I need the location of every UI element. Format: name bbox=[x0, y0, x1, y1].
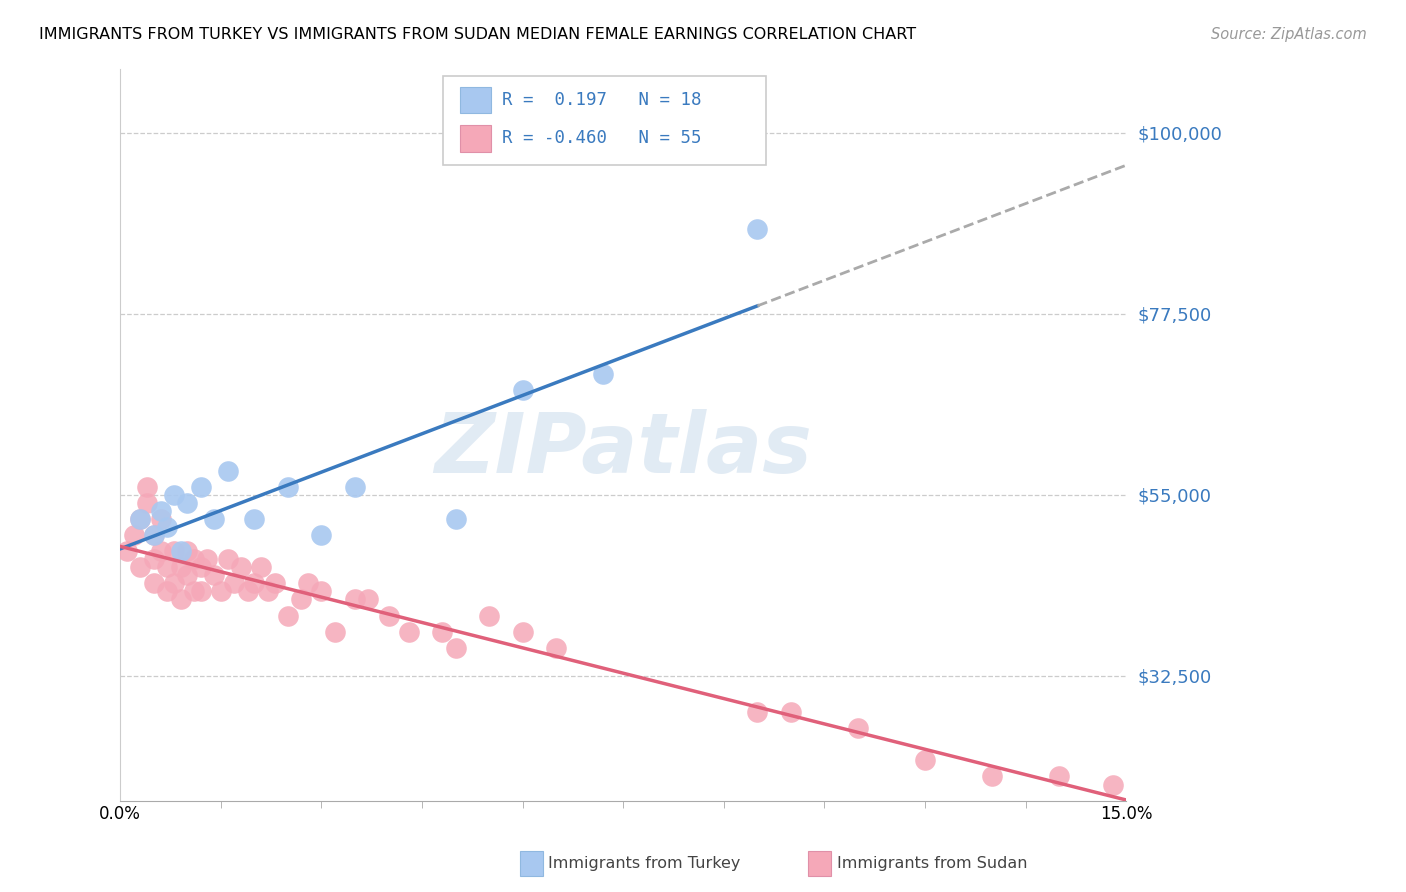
Point bbox=[217, 552, 239, 566]
Point bbox=[176, 544, 198, 558]
Point bbox=[136, 480, 159, 494]
Point bbox=[183, 584, 205, 599]
Point bbox=[250, 560, 273, 574]
Point bbox=[183, 552, 205, 566]
Point bbox=[377, 608, 399, 623]
Point bbox=[156, 520, 179, 534]
Point bbox=[142, 576, 165, 591]
Point bbox=[163, 576, 186, 591]
Point bbox=[512, 624, 534, 639]
Point bbox=[263, 576, 285, 591]
Point bbox=[592, 368, 614, 382]
Point bbox=[115, 544, 138, 558]
Point bbox=[163, 488, 186, 502]
Point bbox=[190, 584, 212, 599]
Point bbox=[129, 512, 152, 526]
Point bbox=[243, 512, 266, 526]
Point bbox=[277, 608, 299, 623]
Point bbox=[156, 560, 179, 574]
Point bbox=[190, 480, 212, 494]
Text: IMMIGRANTS FROM TURKEY VS IMMIGRANTS FROM SUDAN MEDIAN FEMALE EARNINGS CORRELATI: IMMIGRANTS FROM TURKEY VS IMMIGRANTS FRO… bbox=[39, 27, 917, 42]
Point bbox=[224, 576, 246, 591]
Point bbox=[136, 496, 159, 510]
Point bbox=[169, 560, 191, 574]
Point bbox=[512, 384, 534, 398]
Point bbox=[156, 584, 179, 599]
Point bbox=[444, 512, 467, 526]
Point bbox=[344, 480, 367, 494]
Point bbox=[981, 769, 1004, 783]
Text: Source: ZipAtlas.com: Source: ZipAtlas.com bbox=[1211, 27, 1367, 42]
Point bbox=[229, 560, 252, 574]
Point bbox=[780, 705, 803, 719]
Text: Immigrants from Sudan: Immigrants from Sudan bbox=[837, 856, 1026, 871]
Point bbox=[142, 528, 165, 542]
Point bbox=[1047, 769, 1070, 783]
Point bbox=[297, 576, 319, 591]
Point bbox=[357, 592, 380, 607]
Point bbox=[176, 496, 198, 510]
Point bbox=[747, 705, 769, 719]
Point bbox=[344, 592, 367, 607]
Point bbox=[176, 568, 198, 582]
Point bbox=[311, 528, 333, 542]
Point bbox=[149, 504, 172, 518]
Point bbox=[398, 624, 420, 639]
Text: Immigrants from Turkey: Immigrants from Turkey bbox=[548, 856, 741, 871]
Point bbox=[190, 560, 212, 574]
Point bbox=[163, 544, 186, 558]
Point bbox=[122, 528, 145, 542]
Point bbox=[142, 528, 165, 542]
Point bbox=[546, 640, 568, 655]
Point bbox=[290, 592, 312, 607]
Point bbox=[846, 721, 869, 735]
Text: R =  0.197   N = 18: R = 0.197 N = 18 bbox=[502, 91, 702, 109]
Point bbox=[169, 544, 191, 558]
Text: R = -0.460   N = 55: R = -0.460 N = 55 bbox=[502, 129, 702, 147]
Point bbox=[149, 512, 172, 526]
Point bbox=[478, 608, 501, 623]
Point bbox=[149, 544, 172, 558]
Point bbox=[311, 584, 333, 599]
Point bbox=[142, 552, 165, 566]
Text: ZIPatlas: ZIPatlas bbox=[434, 409, 813, 490]
Point bbox=[747, 222, 769, 236]
Point bbox=[444, 640, 467, 655]
Point bbox=[257, 584, 280, 599]
Point bbox=[169, 592, 191, 607]
Point bbox=[243, 576, 266, 591]
Point bbox=[914, 753, 936, 767]
Point bbox=[323, 624, 346, 639]
Point bbox=[432, 624, 454, 639]
Point bbox=[217, 464, 239, 478]
Point bbox=[236, 584, 259, 599]
Point bbox=[209, 584, 232, 599]
Point bbox=[1102, 778, 1125, 792]
Point bbox=[129, 560, 152, 574]
Point bbox=[202, 512, 225, 526]
Point bbox=[202, 568, 225, 582]
Point bbox=[129, 512, 152, 526]
Point bbox=[197, 552, 219, 566]
Point bbox=[277, 480, 299, 494]
